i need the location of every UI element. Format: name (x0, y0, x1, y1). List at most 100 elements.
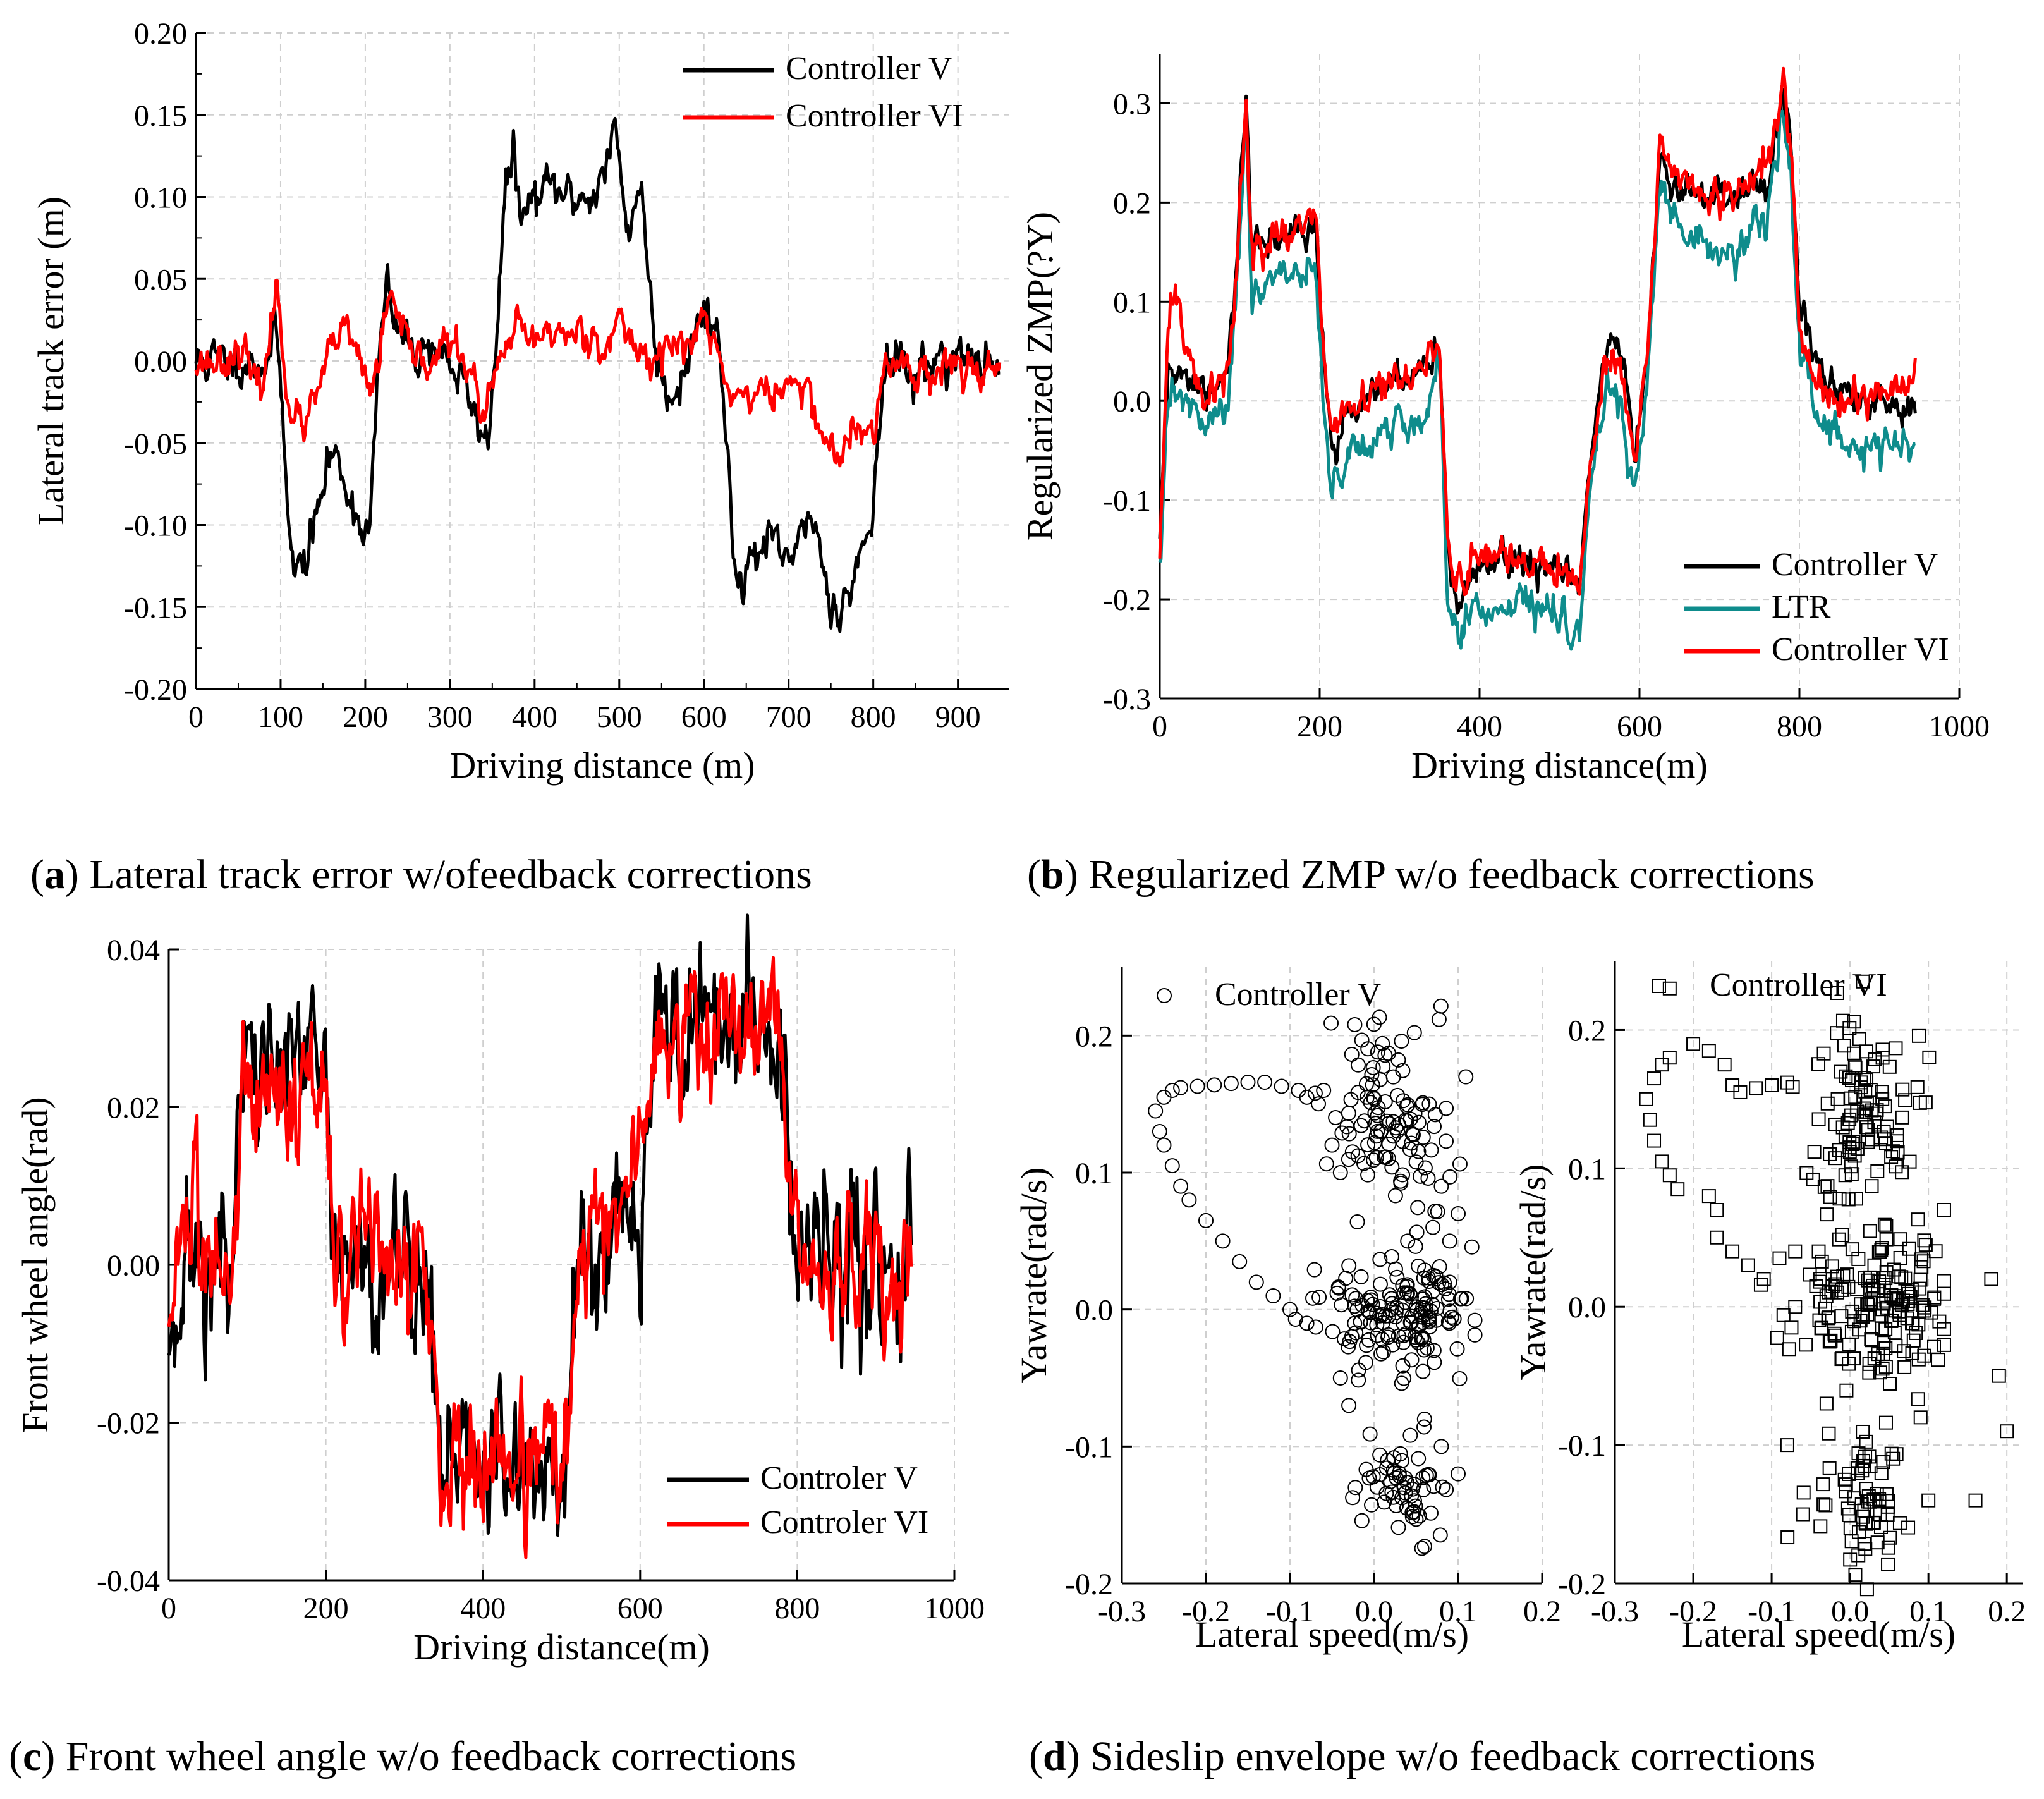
scatter-point (1862, 1365, 1877, 1380)
scatter-point (1859, 1582, 1874, 1597)
scatter-point (1341, 1106, 1356, 1121)
x-tick-label: 0 (188, 700, 204, 734)
scatter-point (1875, 1241, 1889, 1255)
scatter-point (1862, 1357, 1877, 1371)
scatter-point (1856, 974, 1870, 989)
scatter-point (1406, 1504, 1422, 1520)
scatter-point (1886, 1451, 1901, 1466)
scatter-point (1425, 1296, 1440, 1312)
scatter-point (1788, 1244, 1803, 1259)
x-tick-label: 200 (303, 1592, 349, 1625)
y-tick-label: 0.04 (107, 934, 160, 967)
x-tick-label: 600 (1617, 710, 1662, 743)
x-tick-label: 500 (597, 700, 642, 734)
scatter-point (1876, 1455, 1890, 1470)
scatter-point (1859, 1105, 1874, 1119)
scatter-point (1223, 1076, 1239, 1092)
scatter-point (1452, 1156, 1468, 1172)
scatter-point (1811, 1244, 1826, 1259)
scatter-point (1351, 1372, 1366, 1388)
scatter-point (1431, 1011, 1447, 1027)
scatter-point (1796, 1507, 1810, 1522)
scatter-point (1432, 1527, 1448, 1543)
scatter-point (1442, 1169, 1458, 1185)
y-tick-label: 0.2 (1075, 1020, 1113, 1053)
scatter-point (1854, 1497, 1869, 1511)
scatter-point (1823, 1147, 1837, 1161)
scatter-point (1835, 1120, 1850, 1135)
scatter-point (1323, 1015, 1339, 1031)
scatter-point (1830, 985, 1844, 1000)
scatter-point (1816, 1477, 1830, 1492)
scatter-point (1372, 1252, 1388, 1267)
scatter-point (1910, 1080, 1925, 1094)
panel-d-sideslip-controller-vi: -0.3 -0.2 -0.1 0.0 0.1 0.2-0.2-0.10.00.10.2La… (1512, 961, 2026, 1655)
scatter-point (1366, 1152, 1382, 1168)
y-axis-label: Regularized ZMP(?Y) (1019, 212, 1061, 540)
x-tick-label: -0.1 (1266, 1595, 1314, 1628)
scatter-point (1822, 1334, 1837, 1349)
scatter-point (1407, 1106, 1423, 1121)
scatter-point (1344, 1329, 1360, 1345)
panel-c-front-wheel-angle: 0 200 400 600 800 1000 -0.04 -0.02 0.00 0.02 0.04 D… (15, 913, 985, 1668)
x-tick-label: 800 (774, 1592, 820, 1625)
scatter-point (1332, 1370, 1348, 1386)
scatter-point (1442, 1233, 1457, 1249)
y-tick-label: 0.1 (1113, 286, 1151, 319)
scatter-point (1366, 1135, 1382, 1150)
legend-label-controller-vi: Controller VI (1710, 967, 1887, 1003)
scatter-point (1198, 1212, 1214, 1228)
scatter-point (1353, 1314, 1368, 1330)
scatter-point (1148, 1103, 1164, 1119)
scatter-point (1807, 1145, 1822, 1159)
scatter-point (1427, 1119, 1442, 1135)
scatter-point (1411, 1451, 1427, 1467)
scatter-point (1845, 1304, 1859, 1319)
scatter-point (1265, 1288, 1281, 1303)
scatter-point (1884, 1314, 1899, 1328)
x-tick-label: 0 (1152, 710, 1167, 743)
scatter-point (1426, 1343, 1442, 1358)
scatter-point (1406, 1025, 1422, 1040)
scatter-point (1324, 1137, 1340, 1153)
scatter-point (1164, 1083, 1180, 1098)
scatter-point (1917, 1348, 1931, 1363)
scatter-point (1784, 1320, 1799, 1335)
scatter-point (1375, 1035, 1390, 1051)
scatter-point (1844, 1534, 1859, 1549)
scatter-point (1841, 1279, 1856, 1294)
scatter-point (1416, 1270, 1432, 1286)
scatter-point (1837, 1472, 1852, 1487)
x-axis-label: Driving distance(m) (413, 1626, 710, 1668)
scatter-point (1877, 1217, 1892, 1232)
scatter-point (1867, 1258, 1882, 1272)
scatter-point (1662, 981, 1677, 996)
scatter-point (1893, 1251, 1907, 1265)
scatter-point (1913, 1272, 1928, 1287)
scatter-point (1410, 1200, 1426, 1216)
scatter-point (1396, 1093, 1411, 1109)
scatter-point (1844, 1073, 1859, 1087)
scatter-point (1901, 1286, 1916, 1301)
scatter-point (1822, 1461, 1837, 1475)
scatter-point (1884, 1150, 1899, 1164)
scatter-point (1701, 1044, 1716, 1058)
scatter-point (1863, 1296, 1877, 1310)
scatter-point (1816, 1046, 1831, 1061)
scatter-point (1937, 1274, 1951, 1288)
scatter-point (1390, 1087, 1406, 1103)
scatter-point (1846, 1135, 1861, 1149)
scatter-point (1287, 1312, 1303, 1327)
scatter-point (1911, 1392, 1925, 1406)
y-tick-label: -0.1 (1558, 1429, 1606, 1463)
scatter-point (1458, 1069, 1474, 1085)
x-tick-label: 0.2 (1988, 1595, 2026, 1628)
scatter-point (1780, 1438, 1794, 1453)
scatter-point (1984, 1272, 1998, 1286)
scatter-point (1830, 1026, 1844, 1040)
scatter-point (1427, 1355, 1442, 1370)
x-axis-label: Lateral speed(m/s) (1195, 1614, 1469, 1655)
scatter-point (1817, 1180, 1832, 1194)
scatter-point (1374, 1331, 1390, 1347)
scatter-point (1710, 1203, 1724, 1217)
